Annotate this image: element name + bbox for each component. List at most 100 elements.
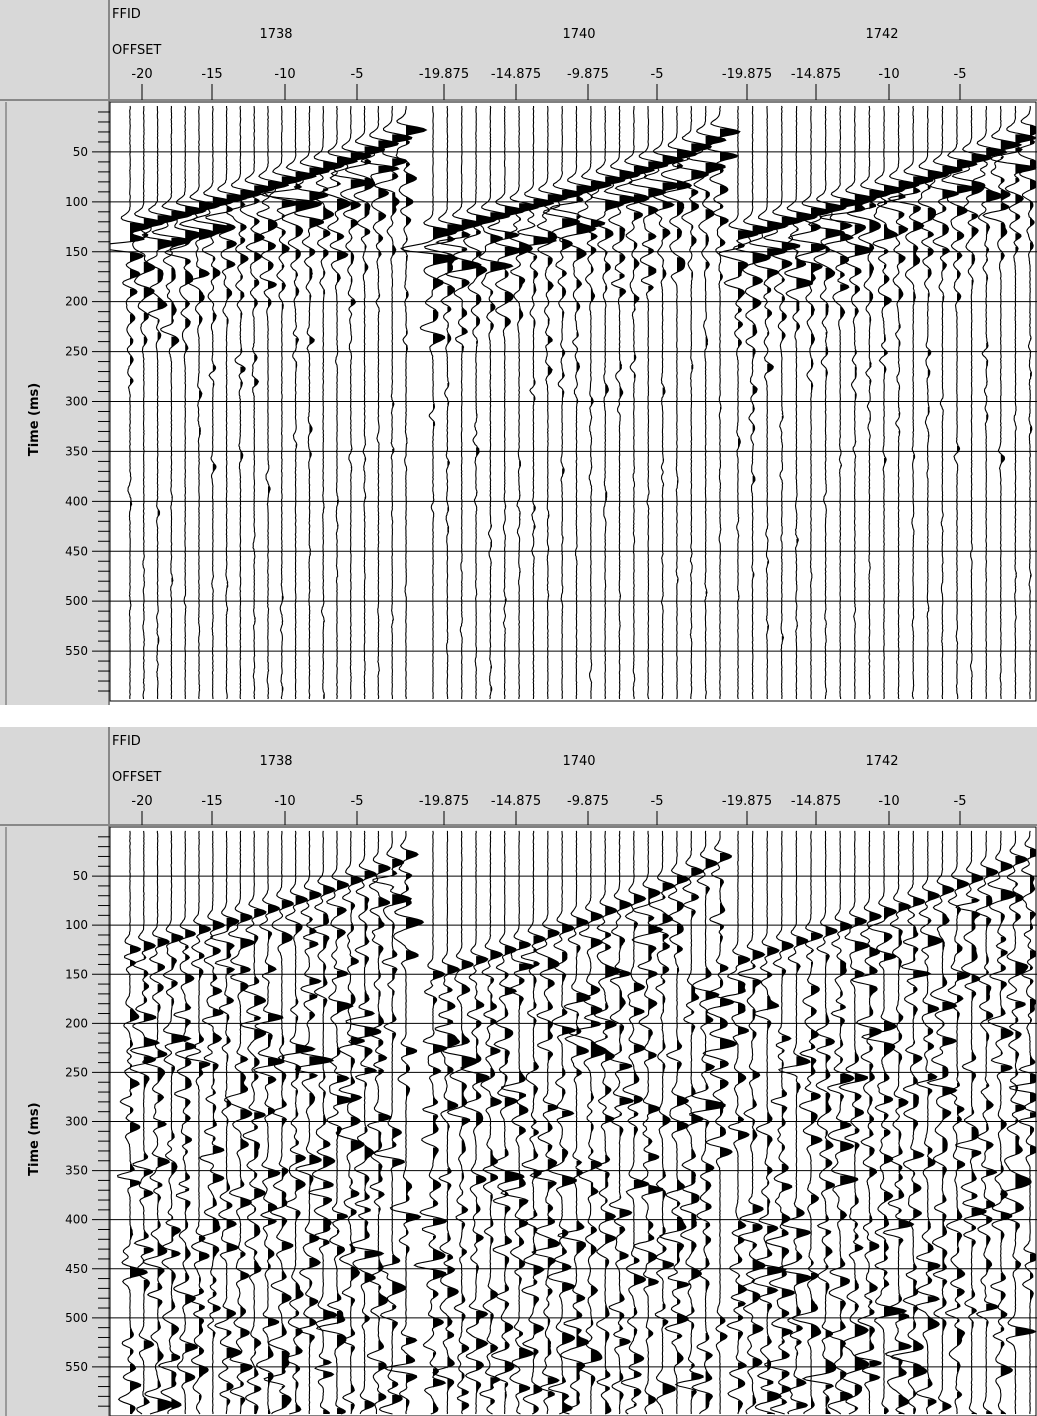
trace-fill: [781, 941, 795, 1414]
trace-wiggle: [441, 830, 479, 1415]
trace: [109, 105, 152, 700]
trace: [972, 105, 1008, 700]
trace: [239, 105, 276, 699]
trace-wiggle: [975, 830, 1000, 1415]
header-background: [0, 0, 1037, 100]
trace: [360, 105, 400, 700]
offset-tick-label: -5: [651, 67, 664, 82]
trace-fill: [240, 189, 261, 461]
trace-fill: [854, 917, 870, 1412]
trace: [435, 105, 483, 700]
y-tick-label: 150: [65, 967, 88, 981]
trace-wiggle: [395, 106, 428, 700]
trace-fill: [898, 903, 914, 1414]
trace-fill: [323, 885, 337, 1414]
trace: [256, 105, 290, 700]
trace-wiggle: [157, 830, 192, 1415]
trace: [876, 105, 920, 700]
y-tick-label: 500: [65, 594, 88, 608]
trace-fill: [913, 897, 931, 1414]
trace-wiggle: [462, 105, 498, 700]
trace: [861, 830, 908, 1415]
trace-wiggle: [372, 830, 413, 1415]
trace: [383, 830, 425, 1415]
trace: [345, 830, 385, 1415]
trace-wiggle: [225, 105, 262, 700]
trace: [790, 830, 824, 1415]
trace-wiggle: [628, 106, 669, 700]
trace-fill: [738, 956, 750, 1413]
trace-wiggle: [423, 105, 469, 700]
trace-wiggle: [926, 830, 958, 1415]
trace-wiggle: [373, 105, 413, 699]
trace-wiggle: [807, 105, 847, 700]
trace: [644, 105, 685, 700]
trace-wiggle: [787, 105, 832, 700]
trace-wiggle: [491, 830, 525, 1415]
trace-wiggle: [567, 830, 607, 1415]
gather-1740: [400, 105, 741, 700]
trace: [944, 830, 971, 1415]
trace-wiggle: [705, 105, 741, 700]
trace-wiggle: [1000, 830, 1037, 1415]
trace-wiggle: [321, 105, 358, 700]
trace-fill: [677, 875, 690, 1364]
trace: [395, 106, 428, 700]
trace-wiggle: [557, 830, 591, 1415]
offset-tick-label: -9.875: [567, 794, 609, 809]
trace-wiggle: [941, 106, 978, 700]
trace: [141, 105, 179, 700]
offset-tick-label: -19.875: [722, 794, 772, 809]
axis-background: [0, 727, 110, 1416]
offset-tick-label: -14.875: [791, 67, 841, 82]
trace-fill: [738, 230, 759, 598]
ffid-value-1742: 1742: [865, 754, 898, 769]
trace-fill: [971, 873, 987, 1414]
gather-1740: [413, 830, 737, 1415]
trace-wiggle: [951, 105, 993, 699]
trace: [308, 830, 338, 1415]
trace: [913, 830, 944, 1415]
offset-label: OFFSET: [112, 43, 161, 58]
trace: [807, 105, 847, 700]
trace-fill: [212, 197, 234, 472]
trace: [462, 105, 498, 700]
trace: [989, 105, 1037, 699]
trace-fill: [447, 224, 468, 533]
trace: [116, 830, 148, 1415]
trace: [819, 105, 877, 699]
offset-tick-label: -5: [954, 794, 967, 809]
trace: [192, 105, 235, 700]
offset-tick-label: -5: [351, 794, 364, 809]
trace-fill: [323, 161, 344, 699]
header-background: [0, 727, 1037, 825]
y-tick-label: 450: [65, 544, 88, 558]
trace: [173, 830, 198, 1415]
trace: [982, 105, 1023, 700]
trace-fill: [705, 858, 726, 1410]
trace: [141, 830, 174, 1415]
trace-fill: [199, 925, 211, 1414]
trace-wiggle: [819, 105, 877, 699]
trace: [732, 105, 774, 699]
trace-wiggle: [209, 830, 242, 1415]
trace: [889, 830, 932, 1415]
trace-wiggle: [239, 105, 276, 699]
gather-1742: [718, 105, 1037, 700]
trace: [577, 105, 612, 700]
trace: [846, 105, 891, 700]
trace-fill: [281, 900, 294, 1410]
trace-wiggle: [549, 105, 598, 700]
trace-wiggle: [164, 105, 207, 700]
offset-tick-label: -5: [651, 794, 664, 809]
trace-fill: [562, 189, 582, 539]
trace: [751, 830, 787, 1415]
trace-fill: [605, 906, 620, 1414]
trace-wiggle: [751, 830, 787, 1415]
trace-fill: [364, 146, 385, 500]
trace-wiggle: [608, 830, 634, 1415]
trace-fill: [433, 227, 458, 502]
trace-fill: [720, 128, 740, 410]
trace: [926, 830, 958, 1415]
trace: [487, 105, 527, 699]
